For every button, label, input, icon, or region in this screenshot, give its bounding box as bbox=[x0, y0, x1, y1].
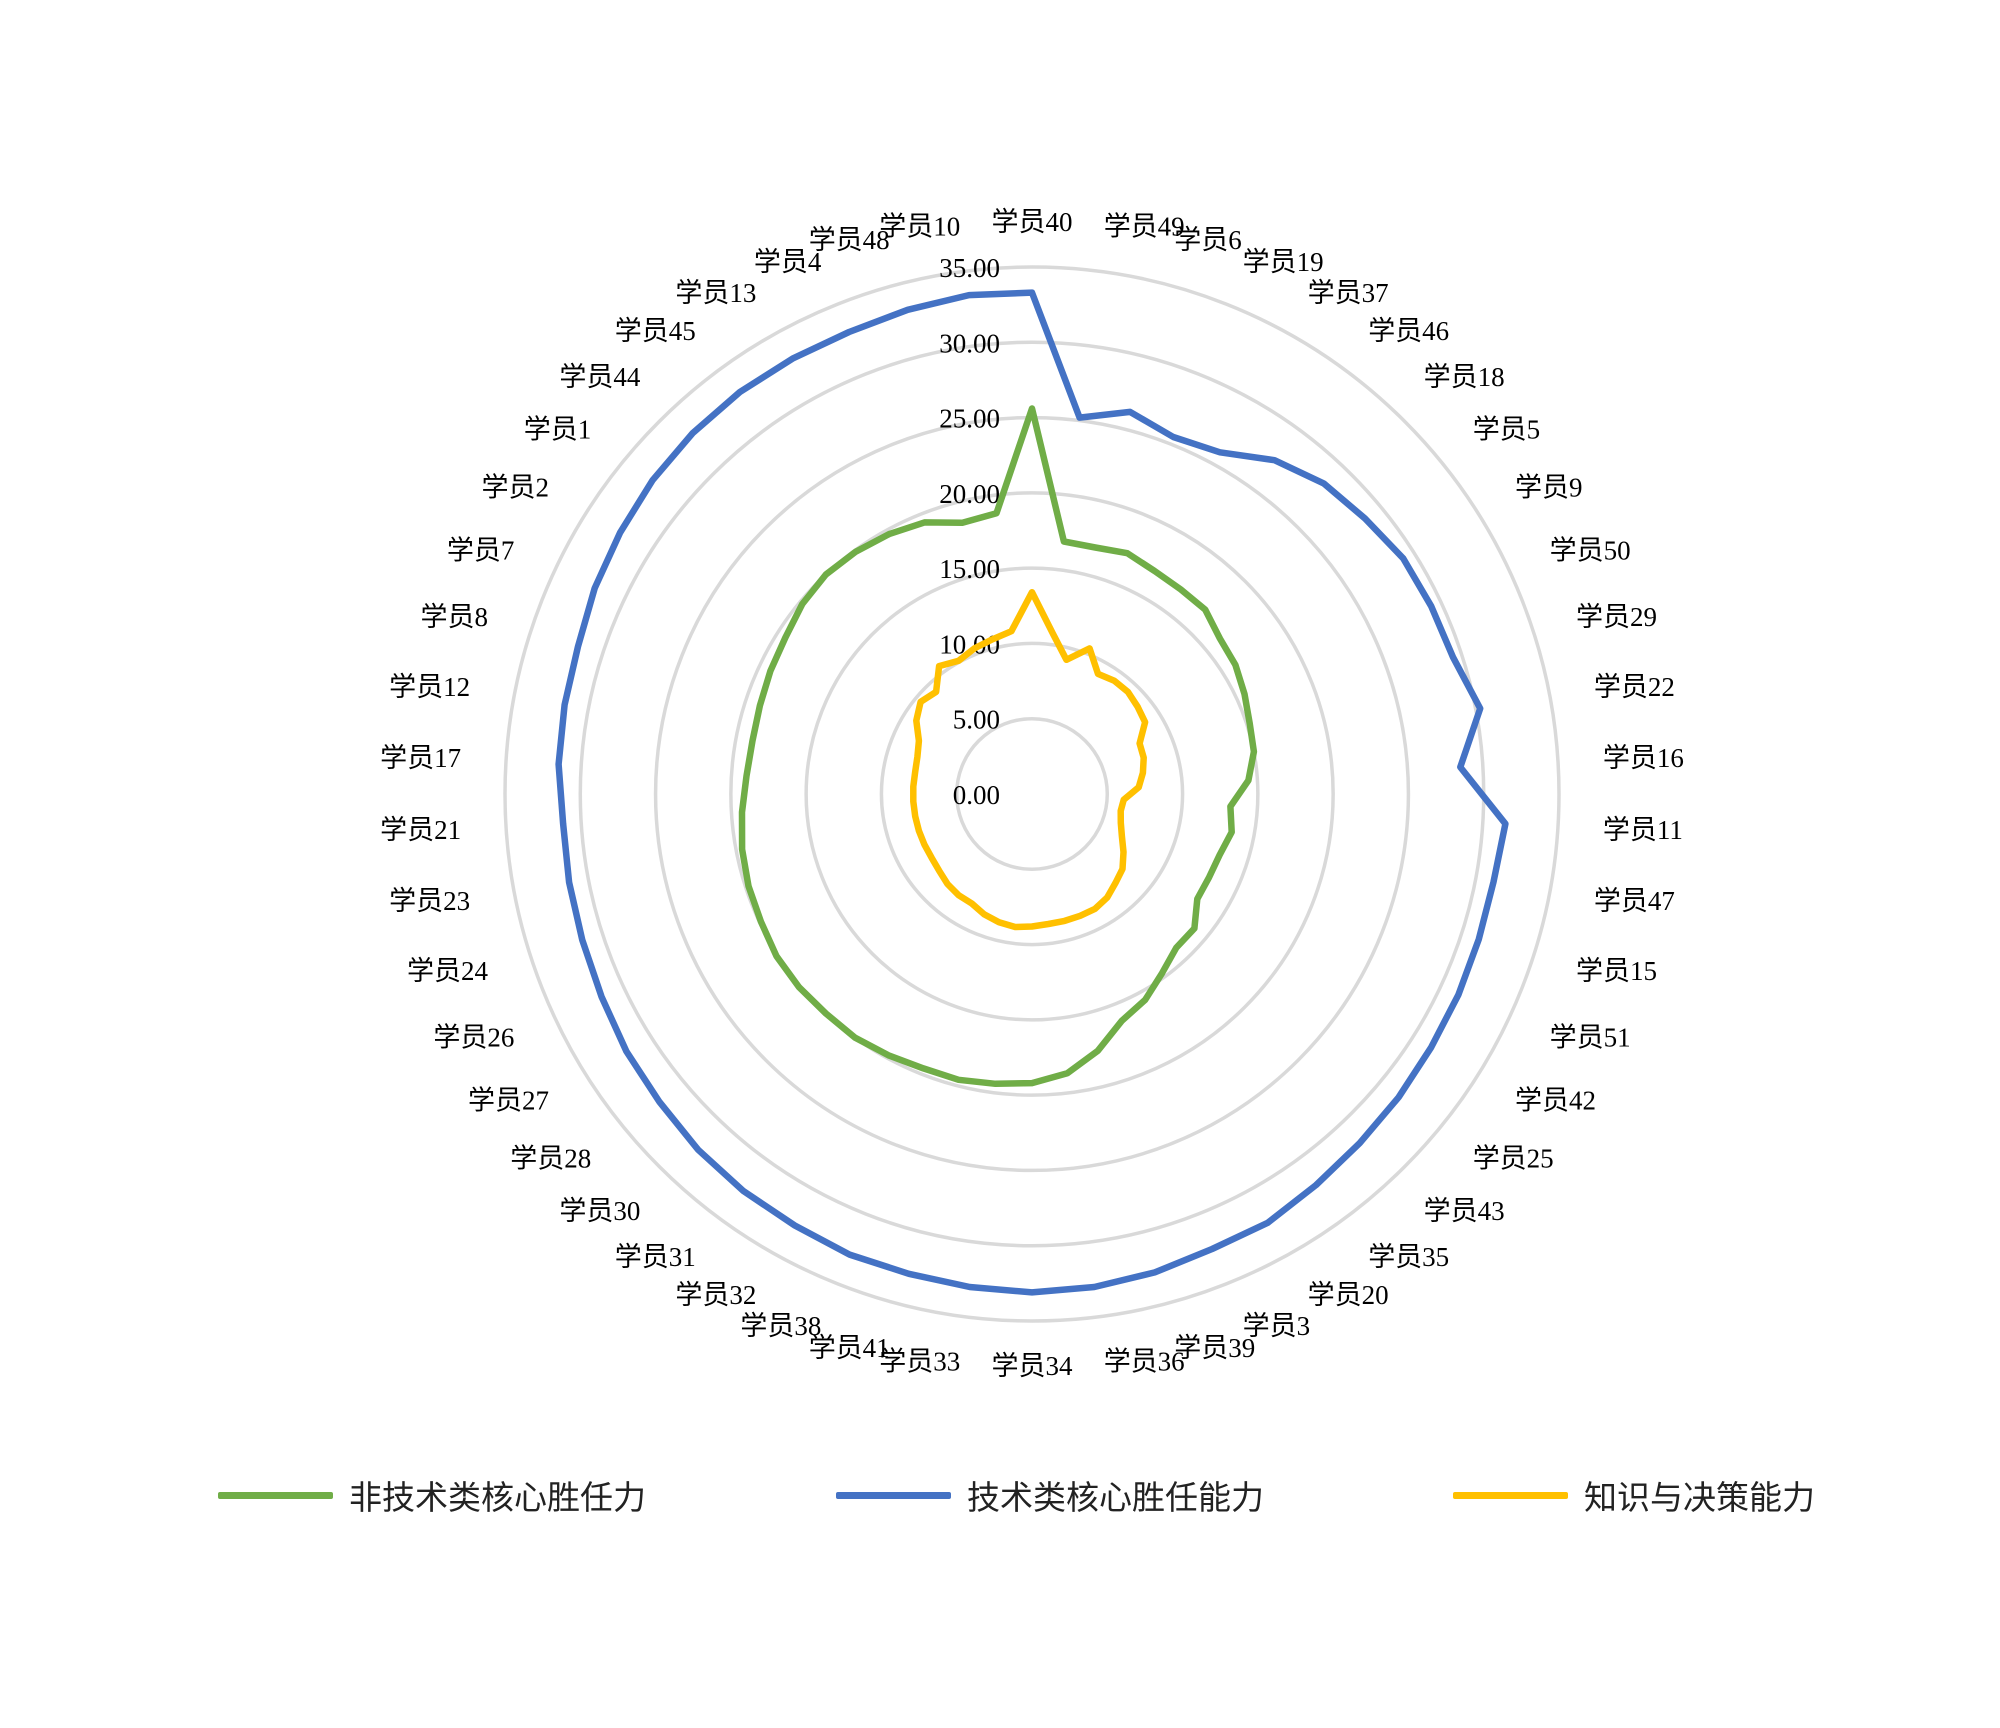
category-label: 学员32 bbox=[675, 1280, 756, 1310]
chart-legend: 非技术类核心胜任力 技术类核心胜任能力 知识与决策能力 bbox=[0, 1465, 2000, 1525]
radial-tick-label: 15.00 bbox=[939, 554, 1000, 584]
category-label: 学员41 bbox=[809, 1333, 890, 1363]
category-label: 学员38 bbox=[740, 1311, 821, 1341]
category-label: 学员4 bbox=[754, 247, 822, 277]
category-label: 学员47 bbox=[1594, 886, 1675, 916]
category-label: 学员8 bbox=[421, 602, 489, 632]
radar-grid bbox=[503, 265, 1561, 1323]
grid-ring bbox=[804, 566, 1260, 1022]
category-label: 学员7 bbox=[447, 536, 515, 566]
category-label: 学员20 bbox=[1308, 1280, 1389, 1310]
radar-series-tech bbox=[555, 289, 1509, 1296]
category-label: 学员44 bbox=[559, 362, 640, 392]
radial-tick-label: 0.00 bbox=[953, 780, 1000, 810]
category-label: 学员12 bbox=[389, 672, 470, 702]
grid-ring bbox=[954, 716, 1110, 872]
radar-series-knowledge bbox=[910, 588, 1149, 931]
radial-tick-label: 35.00 bbox=[939, 253, 1000, 283]
category-label: 学员42 bbox=[1515, 1086, 1596, 1116]
category-label: 学员49 bbox=[1104, 212, 1185, 242]
radial-tick-label: 25.00 bbox=[939, 404, 1000, 434]
legend-label-knowledge: 知识与决策能力 bbox=[1584, 1478, 1815, 1517]
grid-ring bbox=[503, 265, 1561, 1323]
category-label: 学员5 bbox=[1473, 414, 1541, 444]
category-label: 学员45 bbox=[615, 316, 696, 346]
category-label: 学员18 bbox=[1424, 362, 1505, 392]
category-label: 学员51 bbox=[1550, 1023, 1631, 1053]
legend-label-tech: 技术类核心胜任能力 bbox=[967, 1478, 1264, 1517]
category-label: 学员16 bbox=[1603, 743, 1684, 773]
category-label: 学员26 bbox=[433, 1023, 514, 1053]
legend-swatch-non-tech bbox=[218, 1491, 333, 1499]
category-label: 学员13 bbox=[675, 278, 756, 308]
category-label: 学员25 bbox=[1473, 1144, 1554, 1174]
category-label: 学员2 bbox=[482, 473, 550, 503]
category-label: 学员40 bbox=[992, 207, 1073, 237]
category-label: 学员19 bbox=[1243, 247, 1324, 277]
category-label: 学员33 bbox=[879, 1347, 960, 1377]
category-label: 学员29 bbox=[1576, 602, 1657, 632]
category-label: 学员21 bbox=[380, 815, 461, 845]
category-label: 学员1 bbox=[524, 414, 592, 444]
category-label: 学员22 bbox=[1594, 672, 1675, 702]
category-label: 学员15 bbox=[1576, 956, 1657, 986]
grid-ring bbox=[578, 340, 1486, 1248]
category-label: 学员11 bbox=[1603, 815, 1683, 845]
category-label: 学员9 bbox=[1515, 473, 1583, 503]
radar-series-non-tech bbox=[738, 405, 1258, 1088]
legend-swatch-knowledge bbox=[1453, 1491, 1568, 1499]
category-label: 学员36 bbox=[1104, 1347, 1185, 1377]
radial-tick-label: 5.00 bbox=[953, 705, 1000, 735]
legend-swatch-tech bbox=[836, 1491, 951, 1499]
radial-tick-label: 20.00 bbox=[939, 479, 1000, 509]
grid-ring bbox=[729, 491, 1335, 1097]
category-label: 学员28 bbox=[510, 1144, 591, 1174]
category-label: 学员43 bbox=[1424, 1196, 1505, 1226]
category-label: 学员24 bbox=[407, 956, 488, 986]
category-label: 学员6 bbox=[1174, 225, 1242, 255]
legend-item-tech: 技术类核心胜任能力 bbox=[836, 1465, 1264, 1525]
category-label: 学员17 bbox=[380, 743, 461, 773]
category-label: 学员50 bbox=[1550, 536, 1631, 566]
grid-ring bbox=[879, 641, 1185, 947]
category-label: 学员35 bbox=[1368, 1242, 1449, 1272]
category-label: 学员27 bbox=[468, 1086, 549, 1116]
category-label: 学员37 bbox=[1308, 278, 1389, 308]
category-label: 学员31 bbox=[615, 1242, 696, 1272]
radar-series-group bbox=[555, 289, 1509, 1296]
category-label: 学员30 bbox=[559, 1196, 640, 1226]
category-label: 学员3 bbox=[1243, 1311, 1311, 1341]
category-label: 学员10 bbox=[879, 212, 960, 242]
category-label: 学员34 bbox=[992, 1351, 1073, 1381]
category-label: 学员39 bbox=[1174, 1333, 1255, 1363]
category-label: 学员48 bbox=[809, 225, 890, 255]
radial-tick-label: 30.00 bbox=[939, 328, 1000, 358]
category-label: 学员46 bbox=[1368, 316, 1449, 346]
legend-item-knowledge: 知识与决策能力 bbox=[1453, 1465, 1815, 1525]
legend-item-non-tech: 非技术类核心胜任力 bbox=[218, 1465, 646, 1525]
legend-label-non-tech: 非技术类核心胜任力 bbox=[349, 1478, 646, 1517]
grid-ring bbox=[653, 415, 1411, 1173]
category-label: 学员23 bbox=[389, 886, 470, 916]
